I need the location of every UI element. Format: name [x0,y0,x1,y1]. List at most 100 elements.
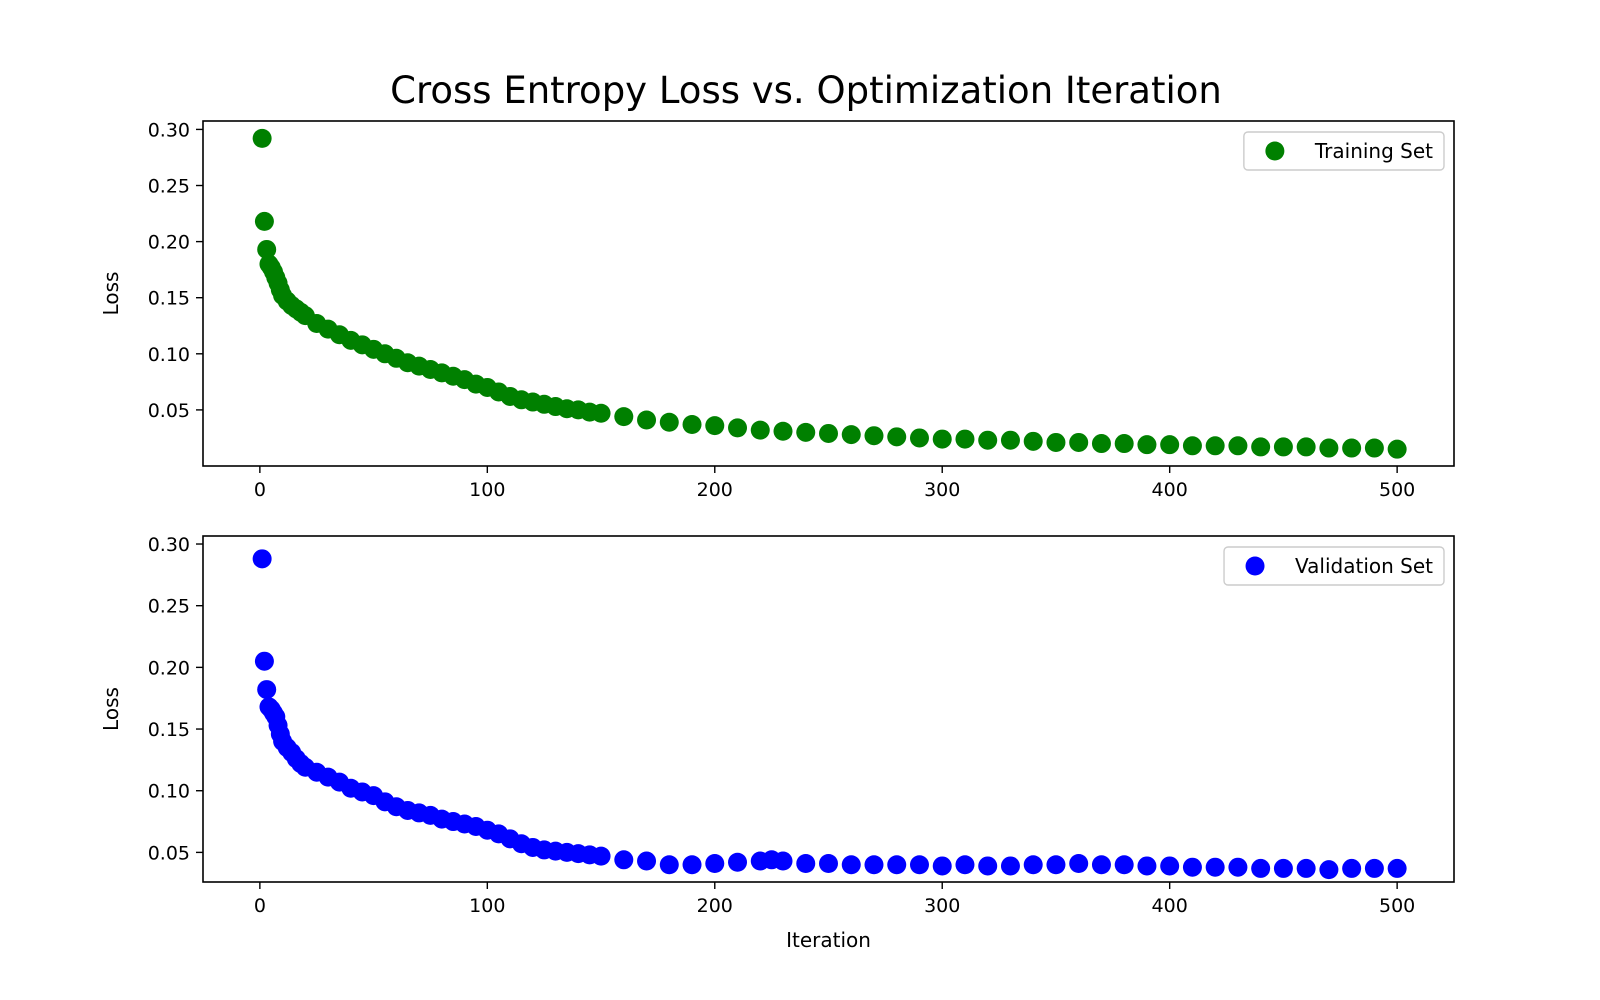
legend-label: Validation Set [1295,554,1433,578]
data-point [1342,438,1362,458]
x-tick-label: 300 [924,895,960,917]
data-point [978,856,998,876]
validation-loss-panel: 0 100 200 300 400 500 0.05 0.10 0.15 0.20 0.25 0.30… [99,534,1455,952]
data-point [819,854,838,873]
y-tick-label: 0.30 [148,534,190,556]
data-point [1091,434,1111,454]
y-tick-label: 0.15 [148,719,190,741]
y-tick-label: 0.25 [148,176,190,198]
data-point [1342,858,1362,878]
data-point [887,427,907,447]
data-point [1114,434,1134,454]
data-point [750,420,770,440]
legend-marker [1265,141,1285,161]
data-point [1205,857,1225,877]
x-tick-label: 500 [1379,895,1415,917]
data-point [773,421,793,441]
data-point [1251,858,1271,878]
y-tick-label: 0.25 [148,596,190,618]
data-point [819,423,838,443]
data-point [1137,435,1157,455]
data-point [705,854,725,873]
data-point [1091,855,1111,875]
data-point [591,403,611,423]
data-point [796,854,816,873]
legend-box [1243,131,1445,171]
x-axis-label: Iteration [786,928,871,952]
data-point [1046,432,1066,452]
legend-marker [1245,556,1265,576]
data-point [864,855,884,875]
data-point [796,422,816,442]
data-point [254,651,274,671]
y-tick-label: 0.10 [148,344,190,366]
data-point [637,410,657,430]
data-point [254,211,274,231]
figure-title: Cross Entropy Loss vs. Optimization Iter… [390,69,1222,112]
x-tick-label: 0 [254,895,266,917]
x-tick-label: 500 [1379,479,1415,501]
legend-box [1223,546,1445,586]
x-tick-label: 100 [469,479,505,501]
data-point [1228,857,1248,877]
data-point [909,428,929,448]
data-point [257,239,277,259]
x-tick-label: 400 [1152,479,1188,501]
y-tick-label: 0.30 [148,119,190,141]
data-point [1000,856,1020,876]
data-point [252,128,272,148]
legend: Validation Set [1223,546,1445,586]
data-point [1182,857,1202,877]
data-point [1228,436,1248,456]
data-point [1273,858,1293,878]
data-point [1023,431,1043,451]
data-point [932,856,952,876]
data-point [1069,432,1089,452]
data-point [1387,439,1407,459]
data-point [841,425,861,445]
axes-frame [202,535,1455,883]
x-tick-label: 400 [1152,895,1188,917]
data-point [1205,436,1225,456]
y-tick-label: 0.05 [148,842,190,864]
y-axis-label: Loss [99,687,123,731]
data-point [682,414,702,434]
data-point [1319,860,1339,880]
y-axis-label: Loss [99,272,123,316]
data-point [955,855,975,875]
data-point [978,430,998,450]
data-point [728,852,748,872]
data-point [1114,855,1134,875]
axes-frame [202,120,1455,467]
x-tick-label: 0 [254,479,266,501]
x-tick-label: 200 [697,479,733,501]
data-point [1273,437,1293,457]
data-point [252,549,272,569]
data-point [955,429,975,449]
data-point [1387,858,1407,878]
y-tick-label: 0.15 [148,288,190,310]
data-point [1160,435,1180,455]
data-point [591,846,611,866]
data-point [1182,436,1202,456]
data-point [728,418,748,438]
data-point [705,416,725,436]
data-point [682,855,702,875]
x-tick-label: 100 [469,895,505,917]
data-point [1296,437,1316,457]
y-tick-label: 0.05 [148,400,190,422]
y-tick-label: 0.20 [148,232,190,254]
data-point [1364,438,1384,458]
legend-label: Training Set [1314,139,1433,163]
data-point [932,429,952,449]
data-point [909,855,929,875]
data-point [659,855,679,875]
data-point [1023,855,1043,875]
x-tick-label: 300 [924,479,960,501]
x-tick-label: 200 [697,895,733,917]
data-point [1137,856,1157,876]
data-point [864,426,884,446]
data-point [887,855,907,875]
data-point [659,412,679,432]
